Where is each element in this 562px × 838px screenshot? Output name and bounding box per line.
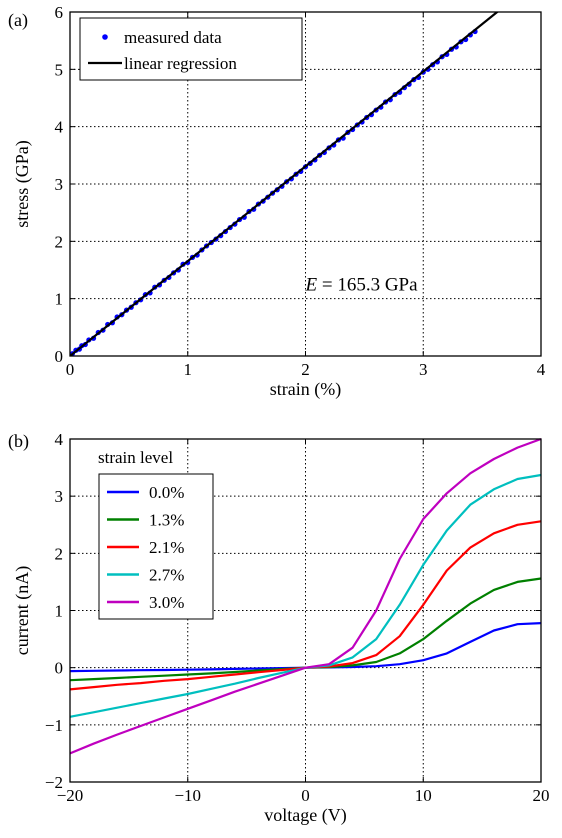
y-tick-label: 0 — [55, 659, 64, 678]
legend-label-measured: measured data — [124, 28, 222, 47]
x-tick-label: 3 — [419, 360, 428, 379]
y-tick-label: 1 — [55, 290, 64, 309]
linear-regression-line — [70, 12, 499, 356]
panel-b-tag: (b) — [8, 431, 29, 452]
x-tick-label: 20 — [533, 786, 550, 805]
legend-label: 0.0% — [149, 483, 184, 502]
panel-a-y-axis-label: stress (GPa) — [12, 140, 33, 228]
legend-label: 2.1% — [149, 538, 184, 557]
panel-a-plot-area — [70, 12, 499, 356]
x-tick-label: 0 — [66, 360, 75, 379]
panel-a: (a) 0 1 2 3 4 0 1 2 3 4 5 6 strain (%) stress (GPa)… — [8, 3, 546, 400]
y-tick-label: 3 — [55, 487, 64, 506]
legend-marker-measured — [102, 34, 108, 40]
panel-b-x-axis-label: voltage (V) — [264, 805, 346, 826]
series-line-3-0pct — [69, 437, 542, 755]
x-tick-label: 10 — [415, 786, 432, 805]
y-tick-label: 6 — [55, 3, 64, 22]
panel-b-plot-area — [69, 437, 542, 755]
y-tick-label: 2 — [55, 544, 64, 563]
y-tick-label: 2 — [55, 232, 64, 251]
x-tick-label: 4 — [537, 360, 546, 379]
y-tick-label: 1 — [55, 602, 64, 621]
panel-b-y-axis-label: current (nA) — [12, 566, 33, 655]
x-tick-label: 2 — [301, 360, 310, 379]
panel-a-tag: (a) — [8, 10, 28, 31]
panel-a-modulus-annotation: E = 165.3 GPa — [305, 275, 419, 296]
legend-label-regression: linear regression — [124, 54, 237, 73]
x-tick-label: −10 — [174, 786, 201, 805]
modulus-value: = 165.3 GPa — [317, 275, 418, 296]
legend-label: 1.3% — [149, 511, 184, 530]
y-tick-label: −1 — [45, 716, 63, 735]
x-tick-label: −20 — [57, 786, 84, 805]
legend-label: 3.0% — [149, 593, 184, 612]
panel-b-legend: strain level 0.0% 1.3% 2.1% 2.7% 3.0% — [98, 448, 214, 620]
y-tick-label: −2 — [45, 773, 63, 792]
y-tick-label: 5 — [55, 60, 64, 79]
x-tick-label: 1 — [184, 360, 193, 379]
x-tick-label: 0 — [301, 786, 310, 805]
panel-a-x-axis-label: strain (%) — [270, 379, 341, 400]
y-tick-label: 0 — [55, 347, 64, 366]
y-tick-label: 4 — [55, 430, 64, 449]
modulus-symbol: E — [305, 275, 318, 296]
legend-title: strain level — [98, 448, 173, 467]
legend-box — [79, 17, 303, 81]
y-tick-label: 4 — [55, 118, 64, 137]
legend-label: 2.7% — [149, 566, 184, 585]
y-tick-label: 3 — [55, 175, 64, 194]
panel-a-legend: measured data linear regression — [79, 17, 303, 81]
panel-a-ticks: 0 1 2 3 4 0 1 2 3 4 5 6 — [55, 3, 546, 379]
